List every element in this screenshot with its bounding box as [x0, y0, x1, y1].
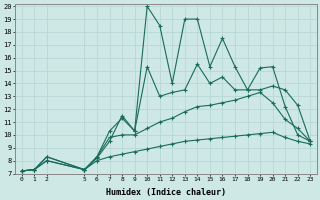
- X-axis label: Humidex (Indice chaleur): Humidex (Indice chaleur): [106, 188, 226, 197]
